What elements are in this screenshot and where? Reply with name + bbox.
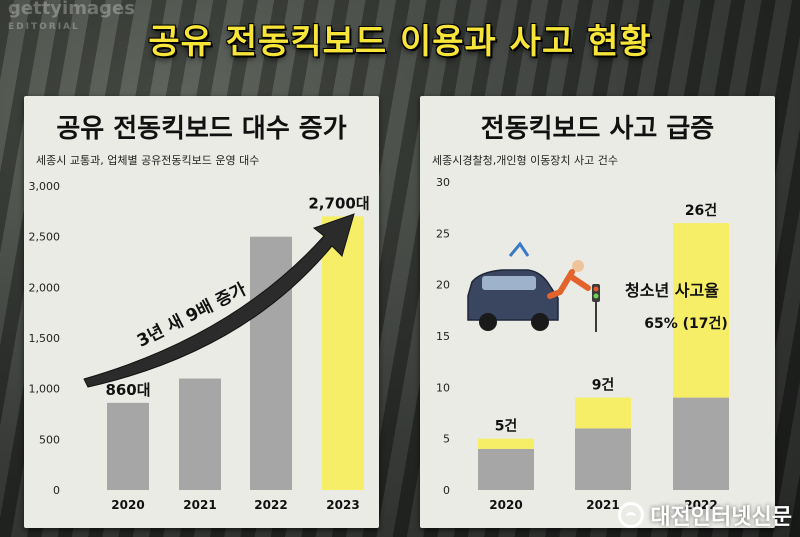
watermark-text: gettyimages [8, 0, 135, 19]
brand-name: 대전인터넷신문 [650, 505, 792, 530]
car-wheel-icon [531, 313, 549, 331]
accident-panel: 전동킥보드 사고 급증 세종시경찰청,개인형 이동장치 사고 건수 0 5 10 15… [420, 96, 775, 528]
rider-head-icon [572, 260, 584, 272]
bar [107, 402, 149, 490]
traffic-light-red-icon [593, 286, 599, 292]
data-label: 5건 [495, 418, 518, 435]
youth-accident-rate: 65% (17건) [644, 315, 728, 332]
growth-arrow-icon [83, 213, 355, 388]
x-tick-label: 2023 [326, 498, 359, 512]
y-tick-label: 0 [443, 484, 450, 497]
scooter-count-panel: 공유 전동킥보드 대수 증가 세종시 교통과, 업체별 공유전동킥보드 운영 대… [24, 96, 379, 528]
bar-segment-top [673, 223, 729, 398]
y-tick-label: 5 [443, 433, 450, 446]
data-label: 26건 [685, 202, 717, 219]
data-label: 9건 [592, 377, 615, 394]
x-tick-label: 2022 [684, 498, 717, 512]
x-tick-label: 2022 [254, 498, 287, 512]
bar-segment-top [575, 397, 631, 429]
y-tick-label: 1,500 [29, 332, 61, 345]
main-title: 공유 전동킥보드 이용과 사고 현황 [148, 22, 652, 62]
y-tick-label: 2,000 [29, 281, 61, 294]
scooter-chart-subtitle: 세종시 교통과, 업체별 공유전동킥보드 운영 대수 [36, 154, 260, 167]
car-wheel-icon [479, 313, 497, 331]
data-label: 2,700대 [308, 194, 369, 212]
data-label: 860대 [105, 381, 150, 399]
x-tick-label: 2020 [111, 498, 144, 512]
falling-rider-icon [547, 269, 591, 299]
bar-segment-base [575, 428, 631, 490]
scooter-count-chart: 0 500 1,000 1,500 2,000 2,500 3,000 2020 860대 202… [29, 180, 370, 512]
y-tick-label: 20 [436, 279, 450, 292]
watermark-sub: EDITORIAL [8, 22, 80, 32]
car-window-icon [482, 276, 536, 290]
y-tick-label: 10 [436, 381, 450, 394]
accident-chart-title: 전동킥보드 사고 급증 [480, 114, 715, 144]
bar [179, 378, 221, 490]
y-tick-label: 3,000 [29, 180, 61, 193]
brand-logo: 대전인터넷신문 [618, 499, 792, 531]
x-tick-label: 2021 [183, 498, 216, 512]
scooter-icon [508, 241, 530, 257]
watermark: gettyimages EDITORIAL [8, 0, 135, 34]
y-tick-label: 500 [39, 433, 60, 446]
y-tick-label: 2,500 [29, 231, 61, 244]
traffic-light-green-icon [593, 293, 599, 299]
x-tick-label: 2020 [489, 498, 522, 512]
bar-segment-base [478, 448, 534, 490]
x-tick-label: 2021 [586, 498, 619, 512]
y-tick-label: 1,000 [29, 383, 61, 396]
brand-mark-icon [618, 502, 645, 528]
youth-accident-annotation: 청소년 사고율 [625, 281, 719, 300]
bar-segment-top [478, 438, 534, 449]
bar-segment-base [673, 397, 729, 490]
bar [322, 216, 364, 490]
y-tick-label: 30 [436, 176, 450, 189]
accident-chart-subtitle: 세종시경찰청,개인형 이동장치 사고 건수 [432, 154, 619, 167]
y-tick-label: 15 [436, 330, 450, 343]
scooter-chart-title: 공유 전동킥보드 대수 증가 [56, 114, 347, 144]
y-tick-label: 25 [436, 227, 450, 240]
y-tick-label: 0 [53, 484, 60, 497]
